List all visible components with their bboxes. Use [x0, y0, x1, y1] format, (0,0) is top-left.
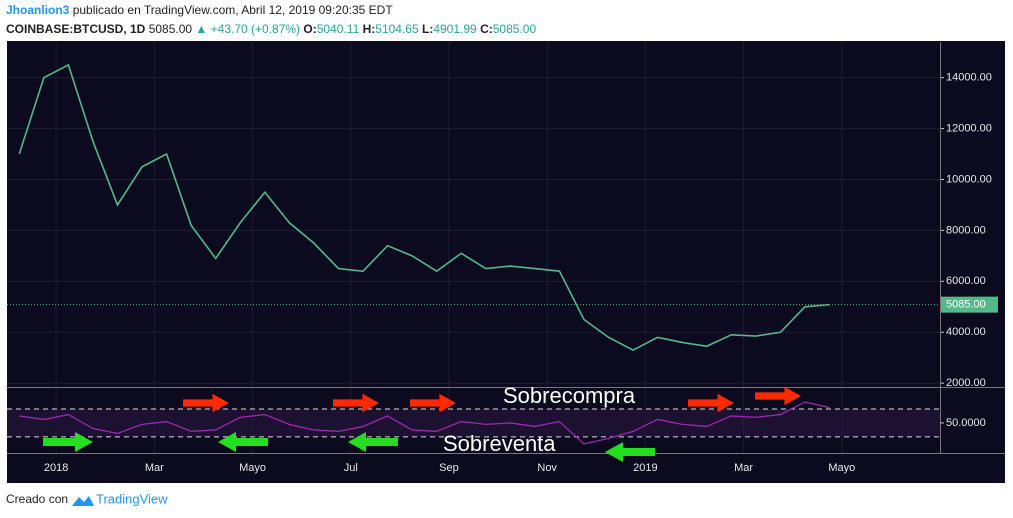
- y-tick-label: 12000.00: [946, 122, 992, 134]
- y-tick-label: 10000.00: [946, 173, 992, 185]
- change: +43.70 (+0.87%): [211, 22, 300, 36]
- symbol-line: COINBASE:BTCUSD, 1D 5085.00 ▲ +43.70 (+0…: [6, 22, 536, 36]
- y-tick-label: 50.0000: [946, 417, 986, 429]
- y-tick-label: 8000.00: [946, 224, 986, 236]
- x-tick-label: Mayo: [239, 462, 266, 474]
- x-tick-label: 2019: [633, 462, 657, 474]
- ohlc-label: H:: [363, 22, 376, 36]
- up-icon: ▲: [195, 22, 207, 36]
- x-tick-label: Mar: [734, 462, 753, 474]
- x-tick-label: Mayo: [828, 462, 855, 474]
- ohlc-label: L:: [422, 22, 433, 36]
- ohlc-value: 5040.11: [317, 22, 360, 36]
- y-tick-label: 4000.00: [946, 326, 986, 338]
- author[interactable]: Jhoanlion3: [6, 3, 70, 17]
- footer-text: Creado con: [6, 492, 68, 506]
- y-tick-label: 2000.00: [946, 377, 986, 389]
- ohlc-label: C:: [480, 22, 493, 36]
- last-price-box: [941, 296, 998, 313]
- rsi-line: [19, 401, 830, 445]
- annotation: Sobreventa: [443, 431, 556, 456]
- header-line: Jhoanlion3 publicado en TradingView.com,…: [6, 3, 393, 17]
- y-tick-label: 14000.00: [946, 72, 992, 84]
- symbol: COINBASE:BTCUSD, 1D: [6, 22, 146, 36]
- x-tick-label: 2018: [44, 462, 68, 474]
- brand[interactable]: TradingView: [96, 491, 168, 506]
- y-tick-label: 6000.00: [946, 275, 986, 287]
- published: publicado en TradingView.com, Abril 12, …: [73, 3, 394, 17]
- price-line: [18, 63, 830, 351]
- price: 5085.00: [149, 22, 193, 36]
- ohlc-value: 5104.65: [375, 22, 419, 36]
- ohlc-label: O:: [303, 22, 316, 36]
- ohlc-value: 4901.99: [433, 22, 477, 36]
- x-tick-label: Mar: [145, 462, 164, 474]
- x-tick-label: Jul: [344, 462, 358, 474]
- plot: 2018 Mar Mayo Jul Sep Nov 2019 Mar Mayo 2000.00 40…: [7, 42, 1005, 474]
- ohlc-value: 5085.00: [493, 22, 537, 36]
- last-price-label: 5085.00: [946, 299, 986, 311]
- annotation: Sobrecompra: [503, 383, 636, 408]
- brand-logo: [72, 496, 94, 506]
- x-tick-label: Nov: [537, 462, 557, 474]
- x-tick-label: Sep: [439, 462, 459, 474]
